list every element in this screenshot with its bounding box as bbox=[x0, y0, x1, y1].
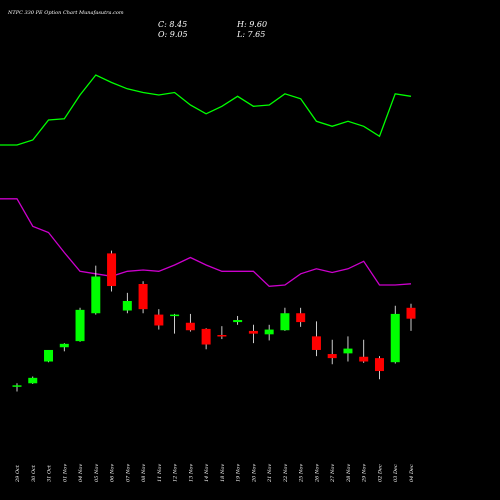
low-readout: L: 7.65 bbox=[236, 30, 265, 39]
candle-body bbox=[185, 322, 195, 331]
x-tick-label: 04 Dec bbox=[409, 464, 415, 482]
candle-body bbox=[201, 328, 211, 345]
candle-body bbox=[406, 307, 416, 319]
candle-body bbox=[28, 377, 38, 384]
candle-body bbox=[296, 313, 306, 323]
candle-body bbox=[59, 343, 69, 348]
candle-body bbox=[264, 329, 274, 335]
candle-body bbox=[233, 320, 243, 323]
candle-body bbox=[170, 314, 180, 317]
lower-band-line bbox=[0, 198, 412, 287]
x-tick-label: 31 Oct bbox=[47, 464, 53, 482]
upper-band-line bbox=[0, 74, 412, 146]
x-tick-label: 14 Nov bbox=[204, 464, 210, 482]
candle-body bbox=[343, 348, 353, 354]
x-tick-label: 06 Nov bbox=[110, 464, 116, 482]
x-tick-label: 13 Nov bbox=[188, 464, 194, 482]
x-tick-label: 02 Dec bbox=[377, 464, 383, 482]
candle-body bbox=[138, 284, 148, 310]
x-tick-label: 18 Nov bbox=[220, 464, 226, 482]
candle-body bbox=[311, 336, 321, 350]
candle-body bbox=[248, 330, 258, 334]
x-tick-label: 11 Nov bbox=[157, 464, 163, 482]
candle-body bbox=[91, 276, 101, 314]
x-tick-label: 07 Nov bbox=[125, 464, 131, 482]
close-readout: C: 8.45 bbox=[158, 20, 187, 29]
candle-body bbox=[122, 301, 132, 311]
candle-body bbox=[75, 309, 85, 342]
x-tick-label: 04 Nov bbox=[78, 464, 84, 482]
x-tick-label: 28 Nov bbox=[346, 464, 352, 483]
candle-body bbox=[154, 314, 164, 326]
high-readout: H: 9.60 bbox=[236, 20, 267, 29]
x-tick-label: 05 Nov bbox=[94, 464, 100, 482]
chart-title: NTPC 330 PE Option Chart Munafasutra.com bbox=[7, 10, 124, 16]
x-axis-ticks: 29 Oct 30 Oct 31 Oct 01 Nov 04 Nov 05 Nov 06 N… bbox=[15, 464, 415, 483]
candle-body bbox=[107, 253, 117, 287]
candle-body bbox=[217, 335, 227, 337]
candle-body bbox=[12, 385, 22, 387]
band-layer bbox=[0, 74, 412, 287]
candle-body bbox=[280, 313, 290, 331]
x-tick-label: 25 Nov bbox=[299, 464, 305, 483]
x-tick-label: 30 Oct bbox=[31, 464, 37, 482]
candle-body bbox=[44, 349, 54, 362]
x-tick-label: 20 Nov bbox=[251, 464, 257, 483]
x-tick-label: 29 Oct bbox=[15, 464, 21, 483]
candle-body bbox=[327, 354, 337, 359]
x-tick-label: 26 Nov bbox=[314, 464, 320, 483]
x-tick-label: 27 Nov bbox=[330, 464, 336, 483]
x-tick-label: 03 Dec bbox=[393, 464, 399, 482]
candle-layer bbox=[12, 250, 416, 392]
x-tick-label: 12 Nov bbox=[173, 464, 179, 482]
candle-body bbox=[359, 356, 369, 362]
x-tick-label: 29 Nov bbox=[362, 464, 368, 483]
x-tick-label: 01 Nov bbox=[62, 464, 68, 482]
open-readout: O: 9.05 bbox=[158, 30, 188, 39]
x-tick-label: 08 Nov bbox=[141, 464, 147, 482]
candle-body bbox=[374, 358, 384, 372]
x-tick-label: 21 Nov bbox=[267, 464, 273, 483]
x-tick-label: 19 Nov bbox=[236, 464, 242, 482]
x-tick-label: 22 Nov bbox=[283, 464, 289, 483]
candle-body bbox=[390, 313, 400, 363]
